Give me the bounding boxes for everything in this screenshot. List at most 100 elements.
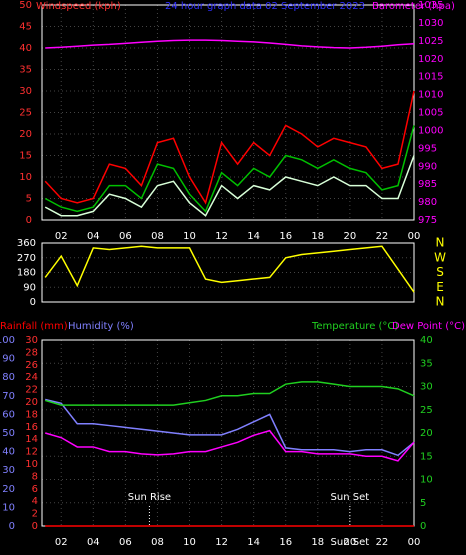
x-tick-label: 04 (87, 231, 100, 242)
legend-entry: Temperature (°C) (311, 321, 398, 332)
axis-annotation: Sun Set (331, 537, 370, 548)
series-line (44, 125, 415, 213)
y2-tick-label: E (436, 280, 444, 294)
y-axis-chart-title: Windspeed (kph) (36, 1, 121, 12)
y-tick-label: 70 (2, 391, 15, 402)
x-tick-label: 18 (311, 537, 324, 548)
y3-tick-label: 30 (25, 335, 38, 346)
x-tick-label: 08 (151, 231, 164, 242)
x-tick-label: 20 (343, 537, 356, 548)
y-tick-label: 60 (2, 409, 15, 420)
y-tick-label: 90 (23, 282, 36, 293)
series-line (44, 381, 415, 406)
y-tick-label: 0 (26, 215, 32, 226)
y-tick-label: 90 (2, 354, 15, 365)
y-tick-label: 270 (17, 253, 36, 264)
y3-tick-label: 28 (25, 347, 38, 358)
y2-tick-label: 1030 (418, 18, 443, 29)
series-line (44, 155, 415, 217)
y3-tick-label: 8 (32, 471, 38, 482)
y2-tick-label: 20 (420, 428, 433, 439)
y2-tick-label: 35 (420, 358, 433, 369)
y2-tick-label: 1035 (418, 0, 443, 11)
legend-entry: Dew Point (°C) (392, 321, 465, 332)
y-tick-label: 50 (19, 0, 32, 11)
y-tick-label: 30 (19, 86, 32, 97)
y2-tick-label: 10 (420, 475, 433, 486)
y3-tick-label: 12 (25, 447, 38, 458)
x-tick-label: 14 (247, 537, 260, 548)
y-tick-label: 360 (17, 238, 36, 249)
y-tick-label: 50 (2, 428, 15, 439)
x-tick-label: 12 (215, 537, 228, 548)
x-tick-label: 06 (119, 231, 132, 242)
series-line (45, 39, 415, 49)
x-tick-label: 00 (408, 231, 421, 242)
y3-tick-label: 24 (25, 372, 38, 383)
annotation: Sun Set (331, 492, 370, 503)
y2-tick-label: 30 (420, 382, 433, 393)
y2-tick-label: 980 (418, 197, 437, 208)
y2-tick-label: N (436, 295, 445, 309)
y2-tick-label: S (436, 265, 444, 279)
y2-tick-label: 1005 (418, 108, 443, 119)
y3-tick-label: 2 (32, 509, 38, 520)
series-line (44, 245, 415, 293)
y-tick-label: 180 (17, 268, 36, 279)
x-tick-label: 02 (55, 231, 68, 242)
y2-tick-label: 5 (420, 498, 426, 509)
annotation: Sun Rise (128, 492, 171, 503)
y3-tick-label: 10 (25, 459, 38, 470)
plot-frame (41, 4, 415, 221)
y2-tick-label: 1020 (418, 54, 443, 65)
y-tick-label: 20 (19, 129, 32, 140)
series-line (44, 429, 415, 462)
y-tick-label: 30 (2, 465, 15, 476)
y3-tick-label: 20 (25, 397, 38, 408)
series-line (45, 398, 415, 457)
y-tick-label: 40 (19, 43, 32, 54)
x-tick-label: 08 (151, 537, 164, 548)
y-tick-label: 45 (19, 22, 32, 33)
y-tick-label: 25 (19, 108, 32, 119)
y2-tick-label: N (436, 236, 445, 250)
y2-tick-label: 1000 (418, 125, 443, 136)
x-tick-label: 22 (376, 231, 389, 242)
legend-entry: Humidity (%) (68, 321, 134, 332)
y3-tick-label: 4 (32, 496, 38, 507)
y2-tick-label: 995 (418, 143, 437, 154)
y3-tick-label: 22 (25, 385, 38, 396)
legend-entry: Rainfall (mm) (0, 321, 68, 332)
y2-tick-label: 40 (420, 335, 433, 346)
y2-tick-label: 0 (420, 521, 426, 532)
x-tick-label: 16 (279, 537, 292, 548)
x-tick-label: 22 (376, 537, 389, 548)
x-tick-label: 20 (343, 231, 356, 242)
x-tick-label: 14 (247, 231, 260, 242)
x-tick-label: 02 (55, 537, 68, 548)
y2-axis-chart-title: Barometer (hpa) (372, 1, 455, 12)
y-tick-label: 0 (9, 521, 15, 532)
y2-tick-label: 990 (418, 161, 437, 172)
y3-tick-label: 6 (32, 484, 38, 495)
y2-tick-label: W (434, 250, 446, 264)
y3-tick-label: 18 (25, 409, 38, 420)
y-tick-label: 100 (0, 335, 15, 346)
y3-tick-label: 14 (25, 434, 38, 445)
y2-tick-label: 15 (420, 451, 433, 462)
y3-tick-label: 16 (25, 422, 38, 433)
y3-tick-label: 0 (32, 521, 38, 532)
y2-tick-label: 1025 (418, 36, 443, 47)
chart-title: 24 hour graph data 02 September 2023 (165, 1, 365, 12)
y-tick-label: 15 (19, 151, 32, 162)
y2-tick-label: 1015 (418, 72, 443, 83)
x-tick-label: 18 (311, 231, 324, 242)
y3-tick-label: 26 (25, 360, 38, 371)
y-tick-label: 10 (19, 172, 32, 183)
x-tick-label: 00 (408, 537, 421, 548)
x-tick-label: 04 (87, 537, 100, 548)
y2-tick-label: 985 (418, 179, 437, 190)
y-tick-label: 0 (30, 297, 36, 308)
y2-tick-label: 975 (418, 215, 437, 226)
